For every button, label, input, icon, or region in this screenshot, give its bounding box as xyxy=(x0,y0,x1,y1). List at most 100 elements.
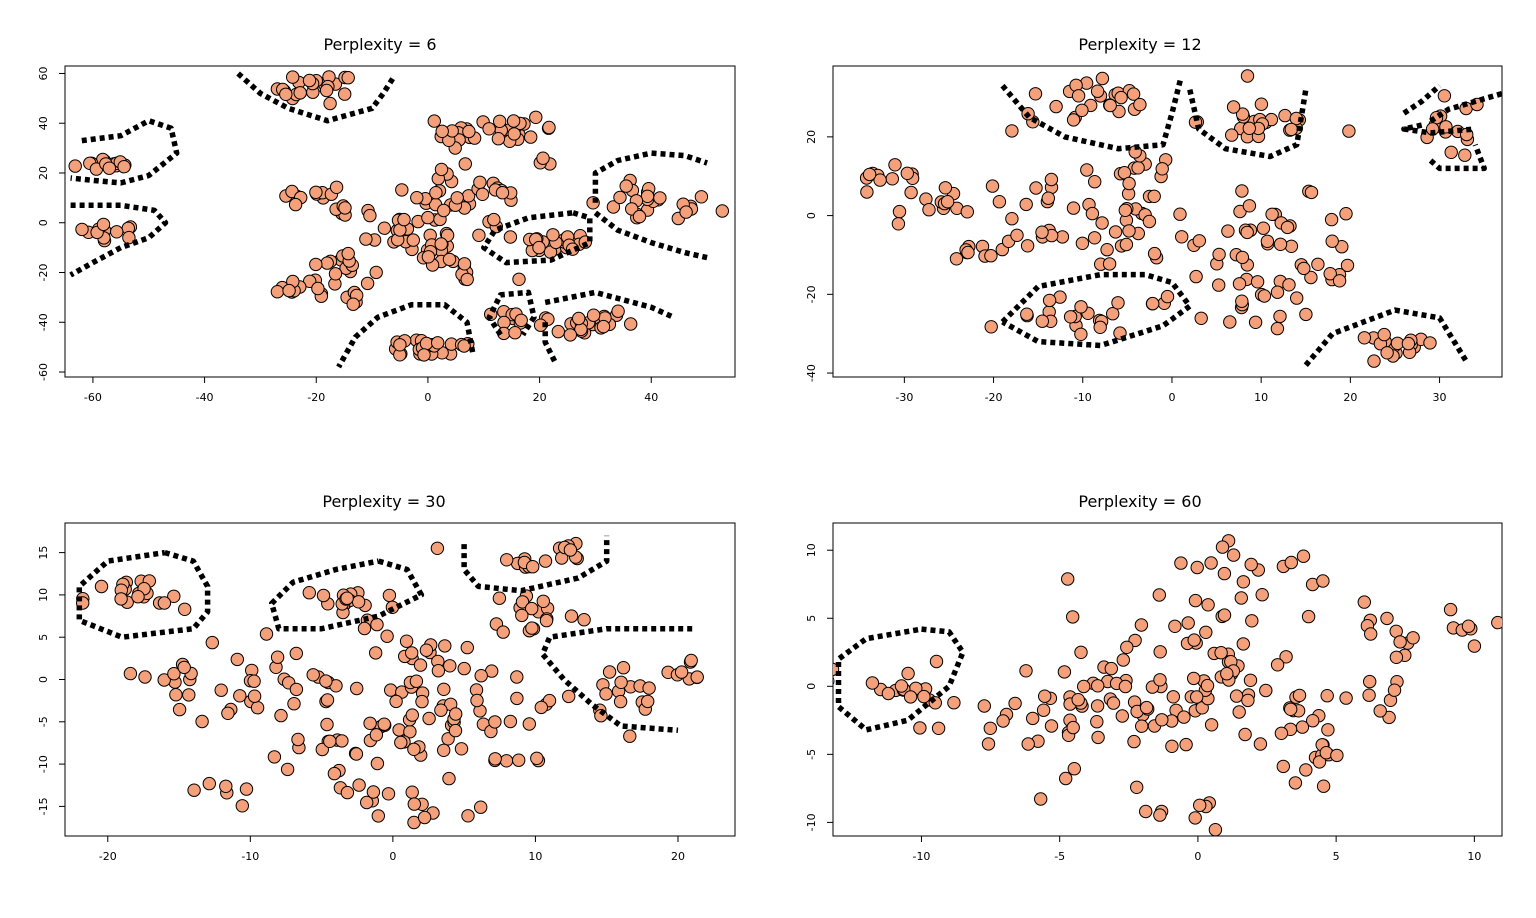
data-point xyxy=(917,689,931,704)
y-tick-label: -10 xyxy=(37,755,50,773)
data-point xyxy=(195,714,209,729)
data-point xyxy=(250,701,265,715)
data-point xyxy=(1173,207,1187,221)
x-tick-label: -5 xyxy=(1054,850,1065,863)
data-point xyxy=(577,613,591,627)
data-point xyxy=(1241,693,1255,708)
data-point xyxy=(1304,270,1318,285)
data-point xyxy=(949,252,964,266)
data-point xyxy=(532,240,546,255)
cluster-outline xyxy=(1000,77,1184,152)
data-point xyxy=(286,70,300,84)
data-point xyxy=(862,167,877,182)
data-point xyxy=(500,553,514,567)
data-point xyxy=(1147,246,1162,261)
data-point xyxy=(1131,161,1145,175)
data-point xyxy=(596,319,611,334)
data-point xyxy=(380,629,394,643)
data-point xyxy=(1152,588,1167,602)
data-point xyxy=(472,228,486,243)
data-point xyxy=(1362,688,1376,702)
data-point xyxy=(247,674,261,688)
data-point xyxy=(382,588,397,603)
data-point xyxy=(167,667,181,681)
data-point xyxy=(1106,307,1120,321)
data-point xyxy=(1373,704,1387,718)
data-point xyxy=(1063,310,1078,324)
data-point xyxy=(270,285,285,299)
data-point xyxy=(1387,683,1402,697)
data-point xyxy=(1077,679,1091,694)
y-tick-label: 40 xyxy=(37,116,50,130)
data-point xyxy=(1122,176,1136,191)
data-point xyxy=(508,326,522,340)
data-point xyxy=(977,699,991,713)
data-point xyxy=(417,348,431,362)
data-point xyxy=(1461,619,1476,633)
data-point xyxy=(289,682,304,697)
x-tick-label: -30 xyxy=(895,391,913,404)
data-point xyxy=(904,185,918,200)
data-point xyxy=(996,714,1010,728)
data-point xyxy=(172,702,187,717)
data-point xyxy=(359,232,373,246)
data-point xyxy=(1467,639,1482,653)
data-point xyxy=(138,670,152,684)
data-point xyxy=(865,676,880,690)
panel-title: Perplexity = 6 xyxy=(323,35,436,54)
cluster-outline xyxy=(593,210,708,261)
data-point xyxy=(369,265,383,280)
data-point xyxy=(458,157,472,171)
data-point xyxy=(450,191,464,205)
data-point xyxy=(1119,237,1134,252)
data-point xyxy=(546,228,560,242)
data-point xyxy=(329,180,344,195)
y-tick-label: -40 xyxy=(805,364,818,382)
plot-area xyxy=(68,70,729,369)
cluster-outline xyxy=(1000,271,1193,349)
data-point xyxy=(1255,588,1269,602)
cluster-outline xyxy=(1187,88,1309,160)
data-point xyxy=(684,653,698,668)
data-point xyxy=(114,592,128,606)
data-point xyxy=(510,670,524,684)
data-point xyxy=(653,191,667,205)
data-point xyxy=(346,297,360,311)
data-point xyxy=(1240,69,1255,83)
data-point xyxy=(1295,720,1310,734)
data-point xyxy=(454,742,469,756)
x-tick-label: 0 xyxy=(424,391,431,404)
data-point xyxy=(1126,87,1141,101)
data-point xyxy=(437,203,451,218)
data-point xyxy=(392,723,406,737)
panel-title: Perplexity = 60 xyxy=(1078,492,1201,511)
data-point xyxy=(1423,336,1437,350)
data-point xyxy=(1115,709,1130,723)
data-point xyxy=(1299,763,1313,777)
data-point xyxy=(417,810,432,825)
data-point xyxy=(1254,97,1269,111)
data-point xyxy=(538,554,553,568)
data-point xyxy=(536,151,550,165)
data-point xyxy=(291,732,305,747)
x-tick-label: 10 xyxy=(1254,391,1268,404)
data-point xyxy=(512,272,526,286)
data-point xyxy=(178,602,192,616)
data-point xyxy=(1074,327,1088,341)
data-point xyxy=(1242,121,1257,136)
data-point xyxy=(542,120,556,135)
x-tick-label: -20 xyxy=(307,391,325,404)
data-point xyxy=(1087,231,1102,245)
data-point xyxy=(1226,100,1241,114)
cluster-outline xyxy=(539,625,693,734)
data-point xyxy=(526,560,540,574)
data-point xyxy=(182,688,196,702)
data-point xyxy=(562,689,576,704)
data-point xyxy=(881,686,896,701)
data-point xyxy=(1304,185,1319,200)
data-point xyxy=(563,543,578,557)
data-point xyxy=(475,187,490,202)
data-point xyxy=(1279,650,1293,664)
y-tick-label: 0 xyxy=(37,676,50,683)
data-point xyxy=(1074,645,1088,659)
